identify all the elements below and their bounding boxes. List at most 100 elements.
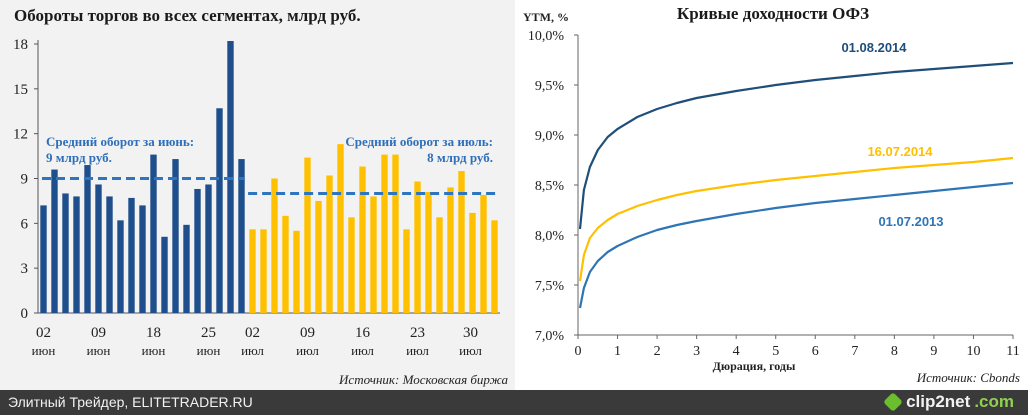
x-tick-label: 4 [733,344,740,359]
x-tick-day-label: 09 [91,325,106,341]
june-turnover-bar [238,159,245,313]
june-turnover-bar [106,196,113,313]
yield-curve-line-01.07.2013 [578,181,1014,309]
x-tick-day-label: 25 [201,325,216,341]
june-turnover-bar [51,169,58,313]
july-turnover-bar [348,217,355,313]
june-turnover-bar [40,205,47,313]
x-tick-label: 11 [1006,344,1019,359]
june-turnover-bar [117,220,124,313]
june-turnover-bar [139,205,146,313]
y-tick-label: 7,5% [535,279,565,294]
july-turnover-bar [304,157,311,313]
july-average-value: 8 млрд руб. [427,150,493,165]
clip2net-logo-link[interactable]: clip2net .com [883,392,1014,412]
july-turnover-bar [337,144,344,313]
x-tick-month-label: июл [406,343,429,358]
series-label: 01.07.2013 [878,214,943,229]
y-tick-label: 18 [13,37,28,53]
july-turnover-bar [315,200,322,313]
chart-title: Кривые доходности ОФЗ [677,4,869,23]
x-tick-label: 8 [891,344,898,359]
x-tick-label: 5 [772,344,779,359]
july-turnover-bar [326,175,333,313]
july-turnover-bar [469,212,476,313]
july-turnover-bar [414,181,421,313]
yield-curve-line-16.07.2014 [578,156,1014,282]
y-tick-label: 7,0% [535,329,565,344]
july-turnover-bar [359,166,366,313]
july-turnover-bar [425,191,432,313]
x-tick-month-label: июл [351,343,374,358]
x-tick-month-label: июн [142,343,166,358]
x-tick-month-label: июн [87,343,111,358]
y-tick-label: 9,5% [535,79,565,94]
july-turnover-bar [249,229,256,313]
x-tick-label: 6 [812,344,819,359]
june-turnover-bar [150,154,157,313]
x-tick-day-label: 30 [463,325,478,341]
x-tick-day-label: 23 [410,325,425,341]
june-turnover-bar [183,224,190,313]
june-turnover-bar [95,184,102,313]
turnover-chart-panel: Обороты торгов во всех сегментах, млрд р… [0,0,515,390]
y-tick-label: 8,0% [535,229,565,244]
july-turnover-bar [447,187,454,313]
source-note: Источник: Московская биржа [338,372,508,387]
june-average-value: 9 млрд руб. [46,150,112,165]
x-tick-day-label: 02 [245,325,260,341]
june-turnover-bar [84,165,91,313]
x-tick-label: 1 [614,344,621,359]
june-turnover-bar [194,188,201,313]
july-turnover-bar [370,196,377,313]
yield-curve-panel: Кривые доходности ОФЗ YTM, % 7,0% 7,5% 8,0% 8… [515,0,1028,390]
y-tick-label: 0 [21,306,29,322]
july-turnover-bar [403,229,410,313]
x-tick-month-label: июл [296,343,319,358]
x-axis-title: Дюрация, годы [713,359,796,373]
yield-curve-chart: Кривые доходности ОФЗ YTM, % 7,0% 7,5% 8,0% 8… [523,4,1020,385]
source-note: Источник: Cbonds [916,370,1020,385]
x-tick-month-label: июл [459,343,482,358]
series-label: 16.07.2014 [867,144,933,159]
chart-title: Обороты торгов во всех сегментах, млрд р… [14,6,361,25]
june-turnover-bar [205,184,212,313]
july-turnover-bar [260,229,267,313]
july-turnover-bar [293,230,300,313]
x-tick-month-label: июл [241,343,264,358]
july-turnover-bar [282,215,289,313]
july-turnover-bar [392,154,399,313]
x-tick-month-label: июн [32,343,56,358]
x-tick-label: 0 [575,344,582,359]
june-average-label: Средний оборот за июнь: [46,134,194,149]
x-tick-label: 9 [930,344,937,359]
july-turnover-bar [480,194,487,313]
x-tick-label: 3 [693,344,700,359]
june-turnover-bar [62,193,69,313]
x-tick-day-label: 16 [355,325,371,341]
x-tick-day-label: 02 [36,325,51,341]
logo-suffix-text: .com [974,392,1014,411]
y-tick-label: 9 [21,172,29,188]
clip2net-logo-icon [883,392,903,412]
y-tick-label: 8,5% [535,179,565,194]
july-turnover-bar [436,217,443,313]
june-turnover-bar [172,159,179,313]
y-tick-label: 10,0% [528,29,565,44]
july-turnover-bar [491,220,498,313]
y-tick-label: 15 [13,82,28,98]
x-tick-day-label: 09 [300,325,315,341]
y-tick-label: 3 [21,261,29,277]
july-turnover-bar [458,171,465,313]
x-tick-day-label: 18 [146,325,161,341]
july-turnover-bar [381,154,388,313]
y-tick-label: 6 [21,216,29,232]
y-tick-label: 12 [13,127,28,143]
x-tick-label: 7 [851,344,858,359]
x-tick-label: 10 [966,344,980,359]
footer-site-text: Элитный Трейдер, ELITETRADER.RU [8,394,253,410]
footer-bar: Элитный Трейдер, ELITETRADER.RU clip2net… [0,390,1028,415]
logo-main-text: clip2net [906,392,971,411]
june-turnover-bar [216,108,223,313]
june-turnover-bar [128,197,135,313]
